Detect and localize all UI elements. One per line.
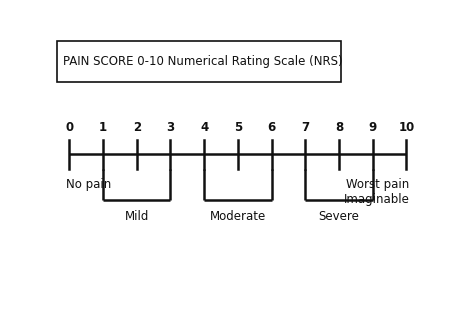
Text: 9: 9: [369, 121, 377, 134]
Text: 2: 2: [133, 121, 141, 134]
Text: 5: 5: [234, 121, 242, 134]
Text: Worst pain
Imaginable: Worst pain Imaginable: [344, 179, 410, 206]
Text: 1: 1: [99, 121, 107, 134]
Text: 10: 10: [398, 121, 414, 134]
Text: Severe: Severe: [319, 210, 359, 223]
FancyBboxPatch shape: [57, 41, 341, 82]
Text: Moderate: Moderate: [210, 210, 266, 223]
Text: 4: 4: [200, 121, 208, 134]
Text: 6: 6: [267, 121, 276, 134]
Text: 8: 8: [335, 121, 343, 134]
Text: PAIN SCORE 0-10 Numerical Rating Scale (NRS): PAIN SCORE 0-10 Numerical Rating Scale (…: [63, 55, 342, 68]
Text: No pain: No pain: [66, 179, 111, 192]
Text: 3: 3: [166, 121, 174, 134]
Text: Mild: Mild: [125, 210, 149, 223]
Text: 7: 7: [301, 121, 310, 134]
Text: 0: 0: [65, 121, 73, 134]
